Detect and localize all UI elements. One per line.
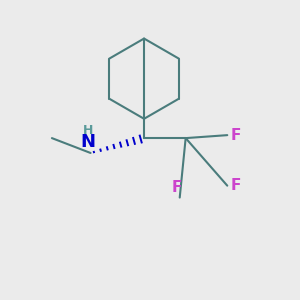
Text: F: F (230, 128, 241, 142)
Text: F: F (172, 180, 182, 195)
Text: H: H (82, 124, 93, 136)
Text: F: F (230, 178, 241, 193)
Text: N: N (80, 134, 95, 152)
